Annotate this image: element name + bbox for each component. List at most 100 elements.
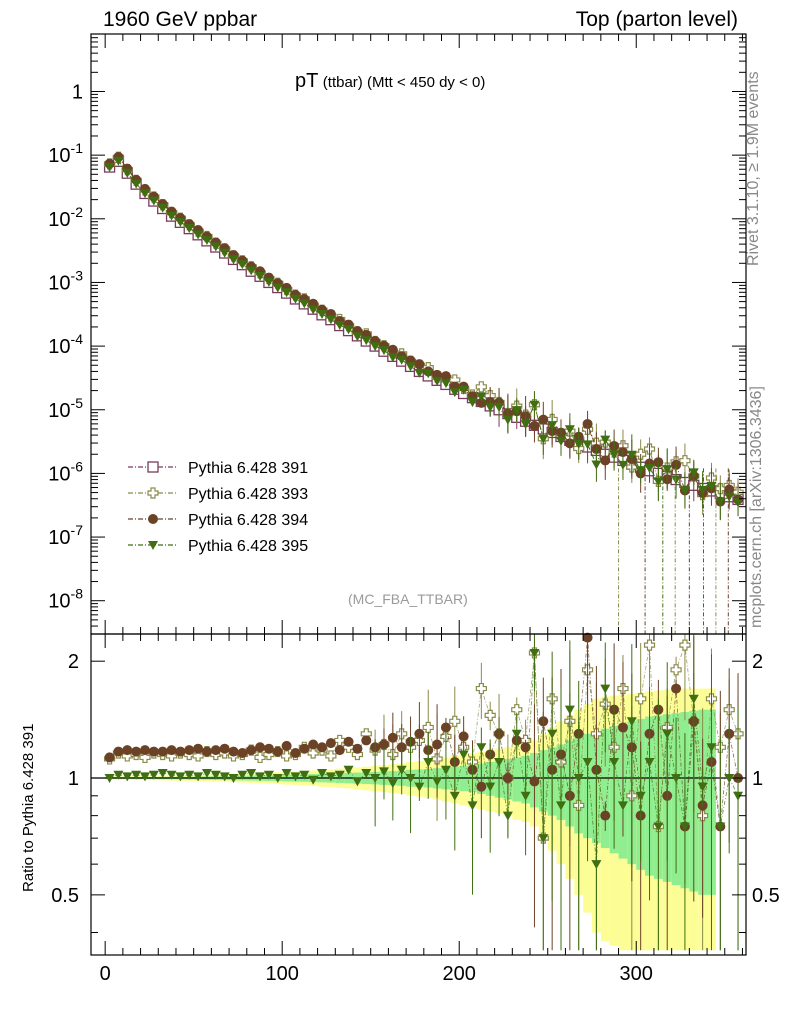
ratio-point-s2: [299, 743, 310, 754]
data-point-s3: [520, 420, 531, 430]
data-point-s3: [706, 481, 717, 491]
legend: Pythia 6.428 391 Pythia 6.428 393 Pythia 6…: [128, 460, 308, 555]
ratio-point-s3: [573, 774, 584, 784]
ratio-point-s1: [139, 751, 151, 764]
ratio-point-s2: [113, 746, 124, 757]
data-point-s3: [299, 299, 310, 309]
x-tick-label: 100: [266, 963, 299, 985]
data-point-s3: [175, 218, 186, 228]
ratio-point-s2: [272, 746, 283, 757]
ratio-point-s1: [475, 682, 487, 695]
data-point-s3: [210, 242, 221, 252]
data-point-s3: [564, 425, 575, 435]
series-line-0: [109, 160, 739, 500]
y-tick-label: 10-2: [48, 204, 83, 231]
ratio-point-s2: [529, 776, 540, 787]
ratio-point-s2: [361, 735, 372, 746]
ratio-point-s3: [219, 772, 230, 782]
ratio-point-s3: [617, 801, 628, 811]
ratio-point-s2: [104, 752, 115, 763]
y-tick-label: 1: [72, 81, 83, 103]
data-point-s3: [122, 168, 133, 178]
mcplots-label: mcplots.cern.ch [arXiv:1306.3436]: [748, 386, 765, 628]
legend-marker: [147, 487, 159, 499]
ratio-point-s3: [715, 822, 726, 832]
ratio-point-s2: [175, 746, 186, 757]
legend-marker: [148, 514, 158, 524]
ratio-point-s3: [733, 791, 744, 801]
data-point-s3: [617, 460, 628, 470]
data-point-s3: [485, 403, 496, 413]
ratio-y-tick-label-right: 1: [752, 768, 763, 790]
data-point-s3: [263, 277, 274, 287]
ratio-line-3: [109, 652, 739, 865]
data-point-s3: [697, 485, 708, 495]
data-point-s2: [476, 397, 487, 408]
data-point-s3: [157, 203, 168, 213]
ratio-point-s3: [334, 770, 345, 780]
x-tick-label: 200: [443, 963, 476, 985]
ratio-point-s3: [635, 791, 646, 801]
ratio-point-s2: [148, 746, 159, 757]
ratio-point-s2: [263, 743, 274, 754]
data-point-s3: [281, 288, 292, 298]
x-tick-label: 300: [620, 963, 653, 985]
ratio-point-s2: [157, 746, 168, 757]
data-point-s3: [733, 498, 744, 508]
ratio-point-s3: [255, 772, 266, 782]
ratio-point-s3: [706, 743, 717, 753]
data-point-s1: [679, 455, 691, 467]
data-point-s3: [378, 346, 389, 356]
data-point-s3: [387, 353, 398, 363]
data-point-s3: [104, 163, 115, 173]
y-tick-label: 10-8: [48, 586, 83, 613]
ratio-y-tick-label-right: 0.5: [752, 885, 780, 907]
ratio-point-s2: [396, 742, 407, 753]
legend-label: Pythia 6.428 395: [188, 538, 308, 555]
data-point-s3: [688, 468, 699, 478]
watermark: (MC_FBA_TTBAR): [348, 591, 468, 607]
ratio-point-s3: [414, 782, 425, 792]
ratio-point-s3: [405, 774, 416, 784]
ratio-point-s3: [502, 811, 513, 821]
data-point-s1: [475, 381, 487, 393]
ratio-point-s3: [679, 822, 690, 832]
ratio-point-s3: [272, 774, 283, 784]
axes-layer: 10-8 10-7 10-6 10-5 10-4 10-3 10-2 10-1 1 0.5 0.5 1…: [48, 33, 780, 985]
header-left: 1960 GeV ppbar: [103, 8, 258, 31]
ratio-point-s2: [228, 746, 239, 757]
ratio-point-s2: [246, 745, 257, 756]
ratio-point-s3: [317, 769, 328, 779]
ratio-point-s1: [254, 751, 266, 764]
ratio-y-tick-label: 1: [68, 768, 79, 790]
ratio-frame: [90, 633, 747, 956]
data-point-s3: [662, 465, 673, 475]
data-point-s2: [529, 420, 540, 431]
y-tick-label: 10-3: [48, 267, 83, 294]
y-tick-label: 10-4: [48, 331, 83, 358]
y-tick-label: 10-5: [48, 395, 83, 422]
data-point-s3: [166, 211, 177, 221]
ratio-point-s3: [485, 782, 496, 792]
ratio-point-s1: [325, 750, 337, 762]
data-point-s3: [255, 272, 266, 282]
ratio-point-s3: [520, 791, 531, 801]
ratio-point-s3: [104, 774, 115, 784]
legend-label: Pythia 6.428 391: [188, 460, 308, 477]
data-point-s3: [370, 342, 381, 352]
ratio-point-s2: [414, 728, 425, 739]
ratio-point-s3: [662, 729, 673, 739]
ratio-point-s3: [440, 765, 451, 775]
legend-label: Pythia 6.428 394: [188, 512, 308, 529]
data-point-s3: [228, 255, 239, 265]
ratio-point-s3: [423, 757, 434, 767]
band-green: [512, 757, 522, 802]
series-line-2: [109, 156, 739, 503]
data-point-s3: [201, 236, 212, 246]
ratio-point-s3: [290, 772, 301, 782]
ratio-point-s3: [688, 694, 699, 704]
ratio-point-s3: [228, 774, 239, 784]
ratio-point-s3: [193, 772, 204, 782]
ratio-point-s3: [476, 743, 487, 753]
